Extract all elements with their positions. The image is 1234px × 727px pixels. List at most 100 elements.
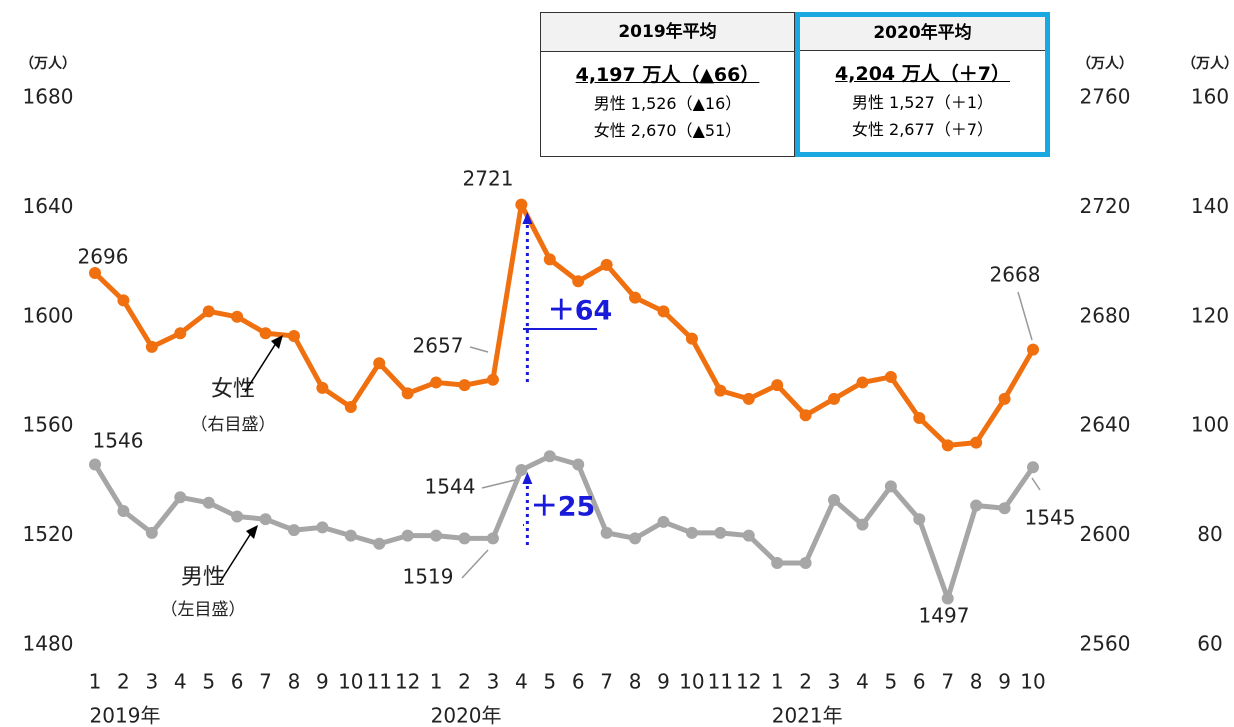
value-label: 2721 — [463, 167, 514, 191]
point — [771, 379, 784, 392]
tick-label: 1480 — [23, 632, 74, 656]
value-label: 2696 — [78, 245, 129, 269]
point — [316, 381, 329, 394]
pointer — [244, 339, 279, 393]
point — [259, 327, 272, 340]
point — [714, 526, 727, 539]
point — [913, 513, 926, 526]
arrow-head — [522, 212, 533, 224]
x-tick-label: 5 — [885, 670, 898, 694]
x-tick-label: 4 — [515, 670, 528, 694]
tick-label: 2760 — [1080, 85, 1131, 109]
x-tick-label: 1 — [430, 670, 443, 694]
label-leader — [481, 479, 516, 489]
point — [486, 373, 499, 386]
box-female: 女性 2,670（▲51） — [593, 121, 742, 140]
tick-label: 1680 — [23, 85, 74, 109]
point — [89, 458, 101, 471]
point — [629, 532, 642, 545]
tick-label: 1520 — [23, 522, 74, 546]
point — [685, 332, 698, 345]
box-title: 2020年平均 — [800, 17, 1045, 51]
point — [970, 499, 983, 512]
point — [373, 357, 386, 370]
x-tick-label: 10 — [1020, 670, 1045, 694]
point — [600, 258, 613, 271]
series-name: 女性 — [211, 377, 255, 402]
point — [401, 387, 414, 400]
x-tick-label: 9 — [998, 670, 1011, 694]
point — [373, 537, 386, 550]
point — [486, 532, 499, 545]
point — [799, 556, 812, 569]
value-label: 1544 — [425, 475, 476, 499]
x-tick-label: 6 — [231, 670, 244, 694]
arrow-head — [522, 472, 533, 484]
point — [430, 376, 443, 389]
point — [458, 532, 471, 545]
point — [174, 491, 187, 504]
point — [344, 529, 357, 542]
point — [657, 515, 670, 528]
x-tick-label: 8 — [288, 670, 301, 694]
pointer-head — [271, 335, 283, 349]
point — [117, 504, 130, 517]
point — [941, 592, 954, 605]
point — [799, 409, 812, 422]
point — [884, 480, 897, 493]
point — [629, 291, 642, 304]
tick-label: 120 — [1191, 303, 1229, 327]
point — [600, 526, 613, 539]
box-male: 男性 1,527（＋1） — [851, 93, 994, 112]
x-tick-label: 6 — [572, 670, 585, 694]
point — [742, 392, 755, 405]
series-note: （右目盛） — [191, 415, 276, 435]
point — [685, 526, 698, 539]
point — [913, 411, 926, 424]
x-group-label: 2021年 — [772, 704, 843, 727]
x-tick-label: 5 — [543, 670, 556, 694]
x-tick-label: 1 — [89, 670, 102, 694]
point — [572, 458, 585, 471]
x-tick-label: 8 — [629, 670, 642, 694]
x-tick-label: 3 — [828, 670, 841, 694]
axis-unit: （万人） — [1077, 55, 1133, 72]
point — [174, 327, 187, 340]
point — [856, 518, 869, 531]
x-tick-label: 3 — [487, 670, 500, 694]
x-tick-label: 1 — [771, 670, 784, 694]
x-tick-label: 7 — [941, 670, 954, 694]
point — [1027, 343, 1039, 356]
point — [714, 384, 727, 397]
point — [117, 294, 130, 307]
summary-box: 2020年平均 4,204 万人（＋7） 男性 1,527（＋1） 女性 2,6… — [795, 12, 1050, 157]
point — [458, 379, 471, 392]
point — [430, 529, 443, 542]
point — [287, 524, 300, 537]
x-group-label: 2020年 — [431, 704, 502, 727]
x-tick-label: 2 — [117, 670, 130, 694]
point — [828, 392, 841, 405]
x-tick-label: 2 — [799, 670, 812, 694]
label-leader — [1017, 291, 1033, 341]
summary-box: 2019年平均 4,197 万人（▲66） 男性 1,526（▲16） 女性 2… — [540, 12, 795, 157]
x-tick-label: 11 — [367, 670, 392, 694]
value-label: 1545 — [1025, 506, 1076, 530]
point — [998, 502, 1011, 515]
tick-label: 2680 — [1080, 303, 1131, 327]
point — [742, 529, 755, 542]
tick-label: 2720 — [1080, 194, 1131, 218]
point — [543, 253, 556, 266]
point — [856, 376, 869, 389]
value-label: 1546 — [93, 429, 144, 453]
point — [202, 305, 215, 318]
point — [287, 329, 300, 342]
change-annotation: ＋25 — [531, 492, 596, 523]
label-leader — [1031, 477, 1041, 491]
x-tick-label: 5 — [202, 670, 215, 694]
tick-label: 160 — [1191, 85, 1229, 109]
tick-label: 2600 — [1080, 522, 1131, 546]
point — [231, 310, 244, 323]
tick-label: 80 — [1197, 522, 1222, 546]
